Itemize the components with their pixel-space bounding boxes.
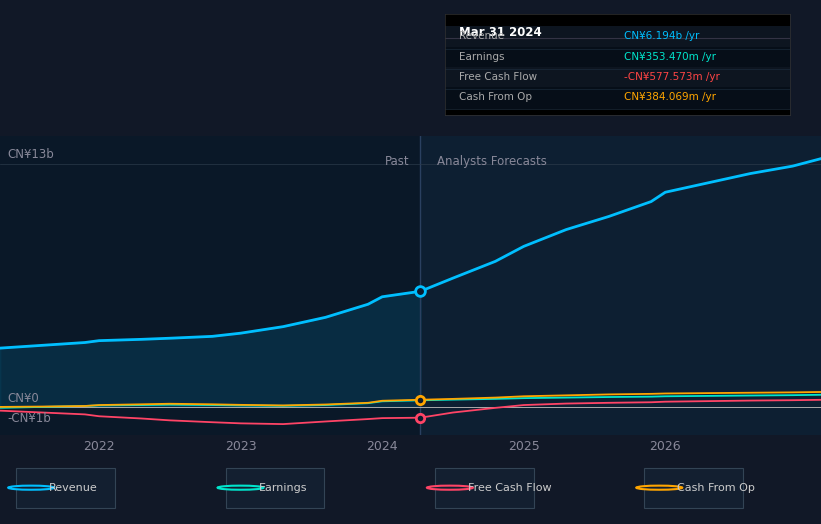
Text: Cash From Op: Cash From Op (459, 92, 532, 102)
FancyBboxPatch shape (644, 467, 743, 508)
Circle shape (427, 486, 473, 490)
FancyBboxPatch shape (226, 467, 324, 508)
Text: CN¥13b: CN¥13b (7, 148, 54, 160)
Text: -CN¥577.573m /yr: -CN¥577.573m /yr (624, 72, 720, 82)
Text: Past: Past (384, 155, 409, 168)
Text: Earnings: Earnings (459, 52, 504, 62)
Text: Revenue: Revenue (49, 483, 98, 493)
Circle shape (636, 486, 682, 490)
Bar (445, 67, 790, 89)
Text: -CN¥1b: -CN¥1b (7, 412, 51, 424)
Bar (445, 47, 790, 69)
Text: Earnings: Earnings (259, 483, 307, 493)
Text: CN¥6.194b /yr: CN¥6.194b /yr (624, 31, 699, 41)
Text: Analysts Forecasts: Analysts Forecasts (438, 155, 548, 168)
Text: CN¥0: CN¥0 (7, 392, 39, 405)
FancyBboxPatch shape (435, 467, 534, 508)
Text: CN¥384.069m /yr: CN¥384.069m /yr (624, 92, 716, 102)
Bar (445, 26, 790, 49)
Text: Free Cash Flow: Free Cash Flow (468, 483, 552, 493)
Circle shape (8, 486, 54, 490)
Bar (0, 136, 420, 435)
Text: Cash From Op: Cash From Op (677, 483, 755, 493)
Text: Revenue: Revenue (459, 31, 504, 41)
Bar (420, 136, 821, 435)
Bar (445, 87, 790, 109)
FancyBboxPatch shape (16, 467, 115, 508)
Text: Mar 31 2024: Mar 31 2024 (459, 26, 542, 39)
Text: Free Cash Flow: Free Cash Flow (459, 72, 537, 82)
Circle shape (218, 486, 264, 490)
Text: CN¥353.470m /yr: CN¥353.470m /yr (624, 52, 716, 62)
